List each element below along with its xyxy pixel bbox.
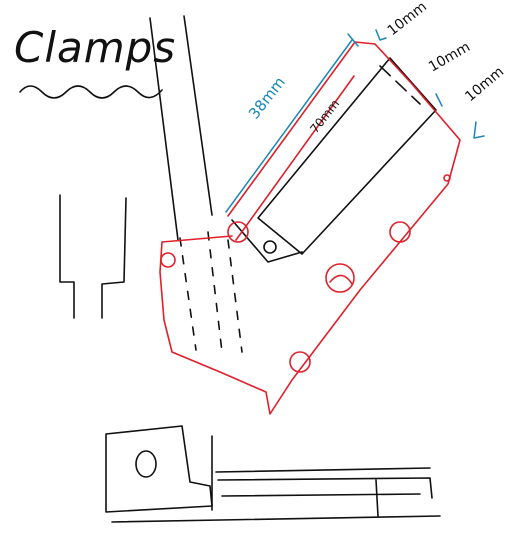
strap-left-edge [149, 17, 179, 241]
strap-right-edge [183, 15, 213, 216]
strap [149, 15, 243, 353]
title-underline-squiggle [19, 85, 163, 99]
strap-dashed-3 [227, 239, 243, 353]
bottom-view-block [105, 425, 213, 513]
dim-mid-bracket [435, 93, 443, 107]
clamp-hole-3 [325, 263, 355, 293]
slot-base-triangle [231, 219, 303, 263]
label-10mm-right: 10mm [462, 64, 507, 105]
dim-top-bracket [375, 29, 387, 41]
label-10mm-top: 10mm [385, 0, 430, 39]
bottom-view-hole [135, 450, 157, 478]
dim-38-line [225, 39, 353, 213]
clamp-small-mark [443, 174, 451, 182]
clamp-hole-5 [389, 221, 411, 243]
slot-inner-line [379, 65, 421, 105]
bottom-view-rail-low [221, 493, 421, 497]
side-view-right-line [101, 197, 127, 319]
dim-38-end [347, 33, 359, 47]
dim-right-bracket [473, 121, 485, 139]
title-text: Clamps [14, 23, 176, 72]
bottom-view-baseline [111, 515, 441, 523]
side-view [59, 194, 127, 319]
bottom-view-rail-post [375, 479, 379, 517]
strap-dashed-1 [179, 237, 197, 351]
side-view-left-line [59, 194, 75, 319]
clamp-outline-path [159, 41, 461, 415]
bottom-view [105, 425, 441, 523]
dimension-lines [225, 29, 485, 213]
slot-body [231, 57, 437, 263]
slot-outline [257, 57, 437, 255]
label-70mm: 70mm [307, 97, 342, 136]
bottom-view-rail-mid [217, 477, 433, 499]
bottom-view-rail-top [215, 467, 431, 473]
label-10mm-mid: 10mm [426, 39, 473, 75]
label-38mm: 38mm [245, 73, 289, 122]
clamp-hole-4 [289, 351, 311, 373]
clamp-hole-2 [160, 252, 176, 268]
clamp-hole-1 [227, 221, 249, 243]
clamp-outline [159, 41, 461, 415]
slot-small-hole [263, 240, 277, 254]
strap-dashed-2 [207, 231, 223, 353]
title-group: Clamps [14, 23, 176, 99]
clamp-hole-3-inner [329, 274, 353, 285]
clamp-inner-edge [235, 75, 355, 241]
